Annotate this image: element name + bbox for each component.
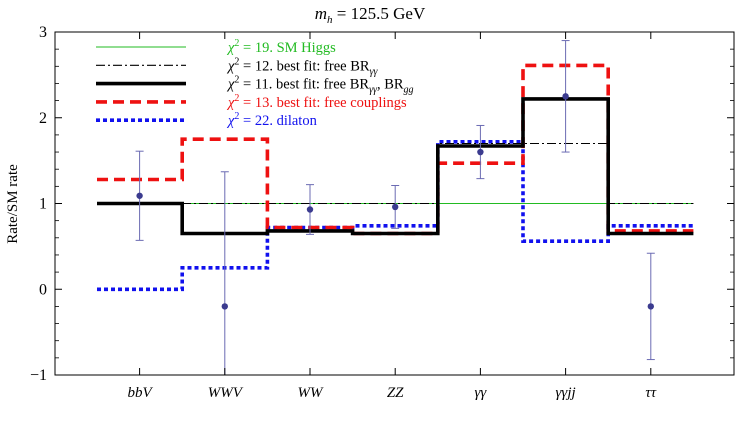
data-point-marker bbox=[647, 303, 654, 310]
title-rest: = 125.5 GeV bbox=[333, 4, 426, 23]
x-tick-label: bbV bbox=[128, 385, 154, 401]
legend-label: χ2 = 22. dilaton bbox=[226, 111, 318, 129]
data-point-2 bbox=[306, 184, 314, 235]
legend-entry-2: χ2 = 11. best fit: free BRγγ, BRgg bbox=[96, 75, 414, 96]
legend-text-main: = 11. best fit: free BR bbox=[239, 77, 369, 93]
series-line-brgg_bgg bbox=[97, 97, 694, 236]
y-tick-label: −1 bbox=[30, 367, 47, 384]
data-point-marker bbox=[221, 303, 228, 310]
data-point-6 bbox=[646, 252, 655, 361]
y-axis-label: Rate/SM rate bbox=[5, 164, 21, 244]
legend-chi-exponent: 2 bbox=[234, 93, 239, 104]
data-point-marker bbox=[306, 206, 314, 213]
legend-label: χ2 = 11. best fit: free BRγγ, BRgg bbox=[226, 75, 414, 96]
data-point-0 bbox=[135, 150, 144, 241]
y-tick-label: 1 bbox=[39, 196, 47, 213]
title-sub: h bbox=[327, 14, 333, 26]
y-tick-label: 2 bbox=[39, 110, 47, 127]
data-point-marker bbox=[392, 203, 399, 211]
series-line-dilaton bbox=[97, 140, 694, 292]
data-point-4 bbox=[476, 124, 485, 180]
data-point-marker bbox=[477, 148, 484, 156]
data-point-marker bbox=[136, 192, 143, 199]
x-tick-label: WW bbox=[298, 385, 324, 401]
legend-chi-exponent: 2 bbox=[234, 56, 239, 67]
legend-subscript-2: gg bbox=[404, 85, 414, 96]
legend-chi: χ bbox=[226, 95, 235, 111]
legend-subscript: γγ bbox=[369, 85, 378, 96]
legend-chi-exponent: 2 bbox=[234, 38, 239, 49]
legend-entry-1: χ2 = 12. best fit: free BRγγ bbox=[96, 56, 379, 77]
legend-text-main: = 22. dilaton bbox=[239, 113, 317, 129]
legend-text-main: = 13. best fit: free couplings bbox=[239, 95, 407, 111]
x-axis-ticks: bbV WWV WW ZZ γγ γγjj ττ bbox=[128, 32, 657, 401]
legend-label: χ2 = 13. best fit: free couplings bbox=[226, 93, 407, 111]
data-point-1 bbox=[220, 171, 229, 375]
legend-entry-0: χ2 = 19. SM Higgs bbox=[96, 38, 336, 56]
data-point-3 bbox=[391, 184, 400, 229]
data-points-layer bbox=[135, 40, 655, 375]
x-tick-label: WWV bbox=[208, 385, 244, 401]
svg-text:mh = 125.5 GeV: mh = 125.5 GeV bbox=[315, 4, 426, 26]
legend-chi: χ bbox=[226, 113, 235, 129]
x-tick-label: ZZ bbox=[387, 385, 404, 401]
legend-label: χ2 = 12. best fit: free BRγγ bbox=[226, 56, 379, 77]
x-tick-label: ττ bbox=[645, 385, 656, 401]
x-tick-label: γγjj bbox=[556, 385, 576, 401]
legend-entry-4: χ2 = 22. dilaton bbox=[96, 111, 318, 129]
y-tick-label: 3 bbox=[39, 24, 47, 41]
legend-text-mid: , BR bbox=[377, 77, 404, 93]
chart-title: mh = 125.5 GeV bbox=[315, 4, 426, 26]
legend-subscript: γγ bbox=[370, 66, 379, 77]
legend-entry-3: χ2 = 13. best fit: free couplings bbox=[96, 93, 407, 111]
data-point-5 bbox=[561, 40, 570, 153]
y-axis-ticks: −1 0 1 2 3 bbox=[30, 24, 734, 384]
legend-chi: χ bbox=[226, 58, 235, 74]
legend-label: χ2 = 19. SM Higgs bbox=[226, 38, 336, 56]
title-prefix: m bbox=[315, 4, 327, 23]
x-tick-label: γγ bbox=[474, 385, 487, 401]
legend-chi: χ bbox=[226, 77, 235, 93]
y-tick-label: 0 bbox=[39, 281, 47, 298]
legend-chi-exponent: 2 bbox=[234, 111, 239, 122]
legend-text-main: = 12. best fit: free BR bbox=[239, 58, 370, 74]
data-point-marker bbox=[562, 93, 569, 100]
legend-chi-exponent: 2 bbox=[234, 75, 239, 86]
legend-text-main: = 19. SM Higgs bbox=[239, 40, 336, 56]
legend-chi: χ bbox=[226, 40, 235, 56]
